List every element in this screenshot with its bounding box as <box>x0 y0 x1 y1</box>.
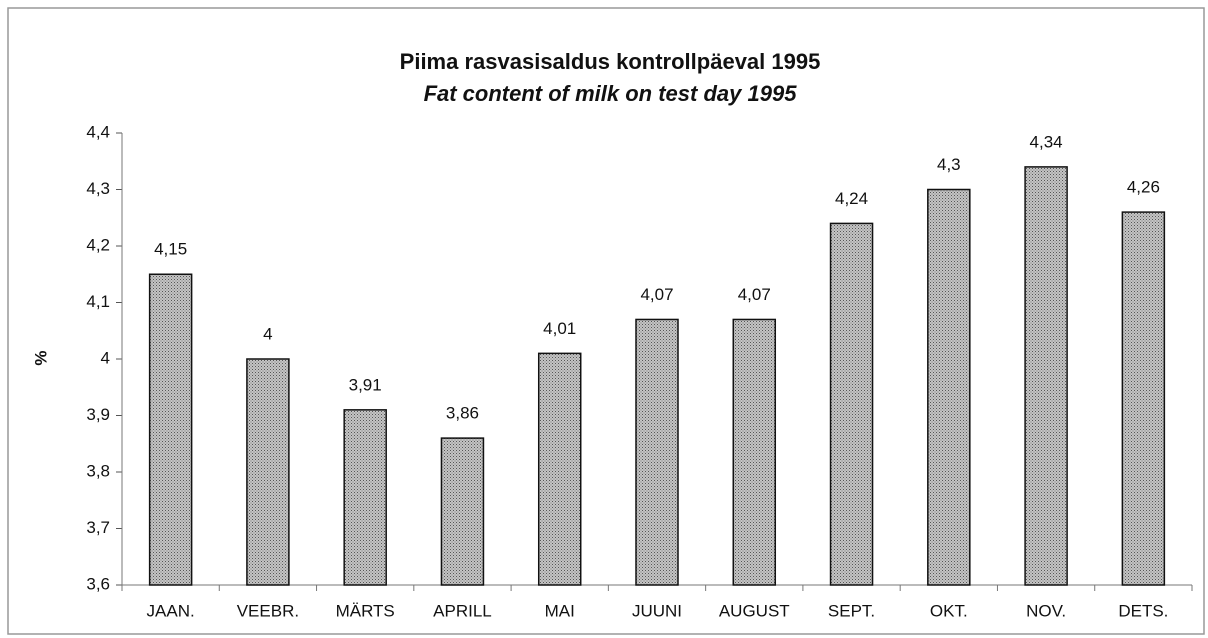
data-label: 4,26 <box>1127 178 1160 197</box>
y-tick-label: 3,9 <box>86 405 110 424</box>
x-tick-label: MAI <box>545 601 575 620</box>
x-tick-label: OKT. <box>930 601 968 620</box>
x-tick-label: JAAN. <box>147 601 195 620</box>
bar <box>537 352 582 586</box>
x-tick-label: VEEBR. <box>237 601 299 620</box>
y-tick-label: 4,1 <box>86 292 110 311</box>
data-label: 4,07 <box>640 285 673 304</box>
y-tick-label: 4,3 <box>86 179 110 198</box>
data-label: 4,34 <box>1030 132 1063 151</box>
bar <box>635 318 679 586</box>
data-label: 4,15 <box>154 240 187 259</box>
y-tick-label: 4,2 <box>86 235 110 254</box>
y-tick-label: 3,7 <box>86 518 110 537</box>
x-tick-label: DETS. <box>1118 601 1168 620</box>
bar <box>343 409 387 586</box>
x-tick-label: JUUNI <box>632 601 682 620</box>
chart-subtitle: Fat content of milk on test day 1995 <box>424 81 798 106</box>
bar <box>1121 211 1166 586</box>
y-tick-label: 4 <box>101 348 110 367</box>
x-tick-label: APRILL <box>433 601 492 620</box>
bar <box>927 188 971 586</box>
bar <box>732 318 777 586</box>
bar <box>246 358 290 586</box>
x-tick-label: AUGUST <box>719 601 790 620</box>
y-axis-label: % <box>31 350 50 365</box>
data-label: 4,24 <box>835 189 868 208</box>
data-label: 4 <box>263 324 272 343</box>
y-tick-label: 3,8 <box>86 461 110 480</box>
bar <box>829 222 874 586</box>
data-label: 3,86 <box>446 404 479 423</box>
frame <box>7 7 1205 635</box>
chart-title: Piima rasvasisaldus kontrollpäeval 1995 <box>400 49 821 74</box>
x-tick-label: SEPT. <box>828 601 875 620</box>
bar <box>148 273 193 586</box>
x-tick-label: MÄRTS <box>336 601 395 620</box>
bar <box>1024 166 1068 586</box>
data-label: 4,07 <box>738 285 771 304</box>
data-label: 4,01 <box>543 319 576 338</box>
x-tick-label: NOV. <box>1026 601 1066 620</box>
y-tick-label: 4,4 <box>86 122 110 141</box>
y-tick-label: 3,6 <box>86 574 110 593</box>
bar <box>440 437 485 586</box>
data-label: 4,3 <box>937 155 961 174</box>
data-label: 3,91 <box>349 375 382 394</box>
